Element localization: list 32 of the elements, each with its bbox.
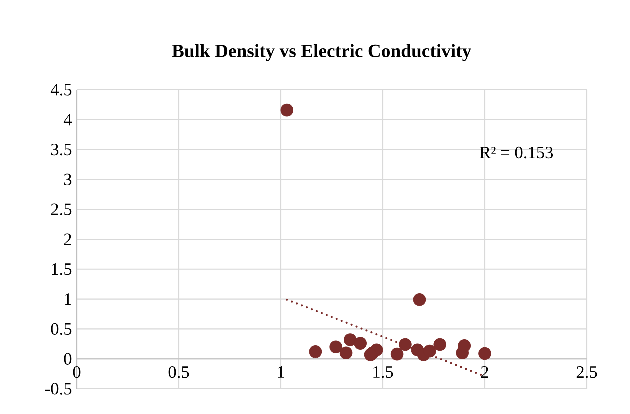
point [354, 337, 367, 350]
x-tick-label: 0 [73, 366, 81, 378]
y-tick-label: 0.5 [51, 323, 72, 336]
y-tick-label: 2.5 [51, 204, 72, 216]
point [330, 340, 342, 354]
point [399, 338, 412, 352]
point [424, 344, 436, 358]
point [413, 293, 426, 306]
y-tick-label: 4 [64, 114, 72, 126]
point [458, 340, 472, 352]
point [478, 347, 492, 360]
annotation: R² = 0.153 [480, 146, 554, 159]
y-tick-label: 4.5 [50, 84, 72, 96]
chart-title: Bulk Density vs Electric Conductivity [172, 44, 472, 62]
point [280, 104, 294, 117]
y-tick-label: 2 [64, 234, 72, 246]
y-tick-label: 3 [64, 174, 72, 186]
y-tick-label: 0 [64, 353, 72, 365]
point [344, 334, 357, 346]
y-tick-label: -0.5 [46, 383, 72, 395]
x-tick-label: 0.5 [168, 366, 190, 378]
point [390, 348, 404, 361]
point [309, 346, 322, 358]
x-tick-label: 2 [481, 366, 488, 378]
x-tick-label: 1.5 [374, 366, 394, 378]
point [434, 338, 447, 352]
point [340, 346, 353, 360]
y-tick-label: 1 [65, 294, 72, 306]
y-tick-label: 1.5 [52, 264, 72, 276]
x-tick-label: 1 [278, 366, 284, 378]
x-tick-label: 2.5 [576, 366, 598, 378]
y-tick-label: 3.5 [51, 144, 72, 156]
